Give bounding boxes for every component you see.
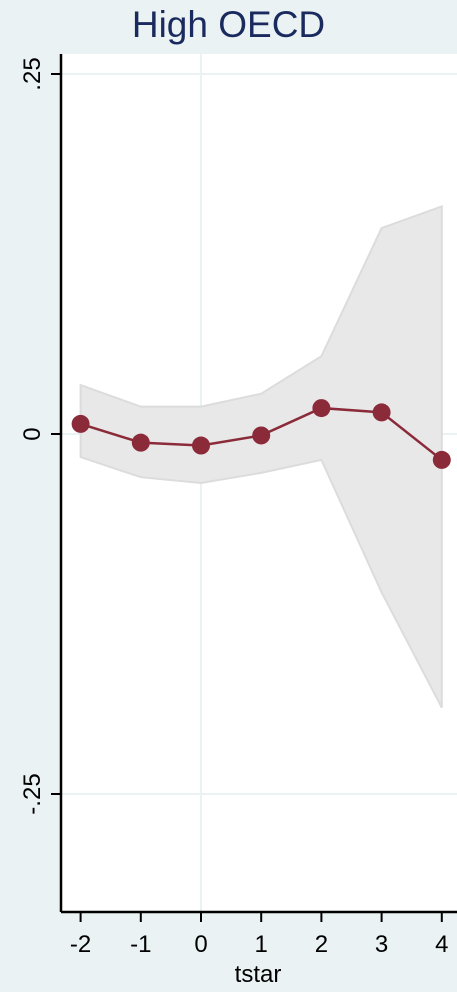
x-tick-label: 1 (255, 931, 268, 958)
x-tick-label: -2 (70, 931, 91, 958)
x-tick-label: 2 (315, 931, 328, 958)
x-tick-label: 3 (375, 931, 388, 958)
data-point (71, 414, 90, 433)
x-axis-title: tstar (235, 961, 282, 988)
y-tick-label: 0 (19, 427, 46, 440)
data-point (432, 450, 451, 469)
x-tick-label: 0 (194, 931, 207, 958)
data-point (252, 426, 271, 445)
y-tick-label: -.25 (19, 773, 46, 814)
data-point (372, 403, 391, 422)
x-tick-label: 4 (435, 931, 448, 958)
y-tick-label: .25 (19, 57, 46, 90)
data-point (131, 433, 150, 452)
data-point (312, 399, 331, 418)
data-point (192, 436, 210, 455)
x-tick-label: -1 (130, 931, 151, 958)
confidence-band (79, 205, 443, 709)
chart-title: High OECD (131, 4, 326, 45)
